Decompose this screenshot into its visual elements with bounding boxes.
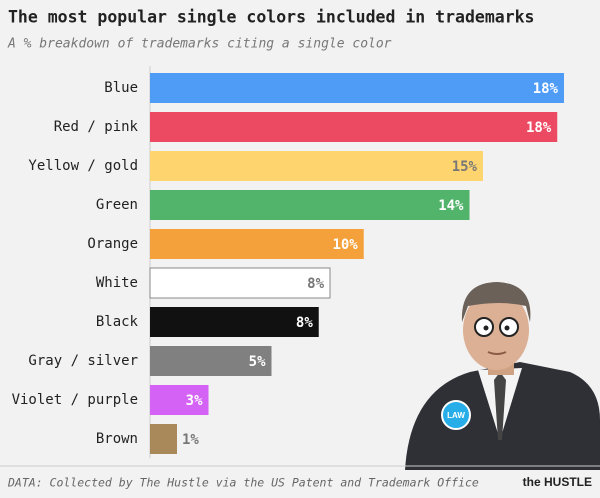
category-label: Green [96, 197, 138, 213]
value-label: 8% [307, 276, 324, 292]
face [463, 290, 529, 370]
chart-title: The most popular single colors included … [8, 8, 535, 27]
value-label: 8% [296, 315, 313, 331]
value-label: 14% [438, 198, 464, 214]
category-label: Orange [87, 236, 138, 252]
bar [150, 112, 558, 142]
illustration: LAW [405, 282, 600, 470]
bar [149, 267, 331, 299]
value-label: 18% [526, 120, 552, 136]
badge [441, 400, 471, 430]
badge-text: LAW [447, 411, 465, 420]
category-label: Violet / purple [12, 392, 138, 408]
category-label: Gray / silver [28, 353, 138, 369]
category-label: Brown [96, 431, 138, 447]
category-label: Red / pink [54, 119, 139, 135]
eye [504, 325, 510, 331]
bar [150, 385, 209, 415]
eye [483, 325, 489, 331]
bars: Blue 18% Red / pink 18% Yellow / gold 15% Gree… [12, 73, 564, 454]
brand: the HUSTLE [523, 475, 592, 489]
category-label: Black [96, 314, 139, 330]
bar [150, 190, 470, 220]
tie [494, 372, 506, 440]
value-label: 10% [332, 237, 358, 253]
mouth [487, 351, 507, 355]
category-label: Blue [104, 80, 138, 96]
category-label: White [96, 275, 138, 291]
value-label: 15% [452, 159, 478, 175]
value-label: 18% [533, 81, 559, 97]
value-label: 1% [182, 432, 199, 448]
bar [150, 424, 177, 454]
bar [150, 73, 564, 103]
value-label: 5% [249, 354, 266, 370]
hair [461, 282, 531, 322]
value-label: 3% [186, 393, 203, 409]
source: DATA: Collected by The Hustle via the US… [7, 476, 479, 490]
bar [150, 346, 272, 376]
bar [150, 151, 483, 181]
bar [150, 307, 319, 337]
chart-subtitle: A % breakdown of trademarks citing a sin… [7, 37, 392, 52]
bar [150, 229, 364, 259]
category-label: Yellow / gold [28, 158, 138, 174]
